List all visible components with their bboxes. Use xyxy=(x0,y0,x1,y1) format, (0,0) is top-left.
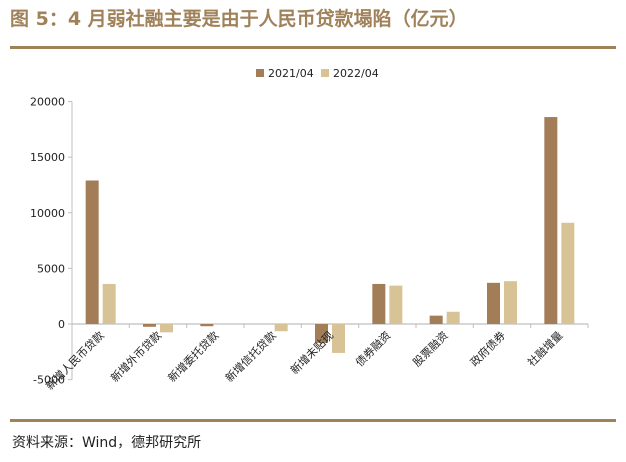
category-label: 新增未贴现 xyxy=(287,328,336,377)
legend-label: 2022/04 xyxy=(333,67,379,80)
category-labels: 新增人民币贷款 新增外币贷款 新增委托贷款 新增信托贷款 新增未贴现 债券融资 股票融资 政府… xyxy=(42,328,565,392)
bar-2021-04-1 xyxy=(143,324,156,327)
bar-2021-04-4 xyxy=(315,324,328,343)
bar-2022-04-8 xyxy=(561,222,575,324)
legend-label: 2021/04 xyxy=(268,67,314,80)
category-label: 新增外币贷款 xyxy=(108,328,165,385)
category-label: 股票融资 xyxy=(410,329,450,369)
bar-2022-04-0 xyxy=(102,283,116,324)
bar-chart: 2021/04 2022/04 -5000 0 5000 10000 15000 20000… xyxy=(30,67,589,393)
bar-2022-04-7 xyxy=(504,281,517,324)
bar-2021-04-6 xyxy=(429,315,443,324)
y-tick-label: -5000 xyxy=(33,374,65,387)
y-tick-label: 10000 xyxy=(30,207,65,220)
legend-swatch-2021-04 xyxy=(256,69,264,77)
category-label: 政府债券 xyxy=(467,328,508,369)
category-label: 新增委托贷款 xyxy=(165,328,222,385)
y-tick-label: 0 xyxy=(58,318,65,331)
chart-axes: -5000 0 5000 10000 15000 20000 xyxy=(30,96,589,387)
y-tick-label: 15000 xyxy=(30,151,65,164)
title-divider xyxy=(10,46,616,49)
category-label: 新增信托贷款 xyxy=(222,328,279,385)
category-label: 新增人民币贷款 xyxy=(42,328,106,392)
bar-2022-04-5 xyxy=(389,285,403,324)
chart-bars xyxy=(85,117,575,353)
bar-2021-04-5 xyxy=(372,283,386,324)
y-tick-label: 5000 xyxy=(37,262,65,275)
y-tick-label: 20000 xyxy=(30,96,65,109)
bar-2022-04-6 xyxy=(446,311,460,324)
legend-swatch-2022-04 xyxy=(321,69,329,77)
chart-title: 图 5：4 月弱社融主要是由于人民币贷款塌陷（亿元） xyxy=(10,8,468,30)
bar-2022-04-1 xyxy=(160,324,173,333)
footer-divider xyxy=(10,419,616,422)
bar-2021-04-8 xyxy=(544,117,558,324)
bar-2021-04-0 xyxy=(85,180,99,324)
bar-2022-04-4 xyxy=(332,324,345,353)
category-label: 债券融资 xyxy=(352,328,393,369)
bar-2021-04-2 xyxy=(200,324,214,327)
source-note: 资料来源：Wind，德邦研究所 xyxy=(12,435,202,451)
chart-legend: 2021/04 2022/04 xyxy=(256,67,379,80)
bar-2022-04-3 xyxy=(274,324,288,332)
category-label: 社融增量 xyxy=(524,328,565,369)
bar-2021-04-7 xyxy=(487,282,500,324)
